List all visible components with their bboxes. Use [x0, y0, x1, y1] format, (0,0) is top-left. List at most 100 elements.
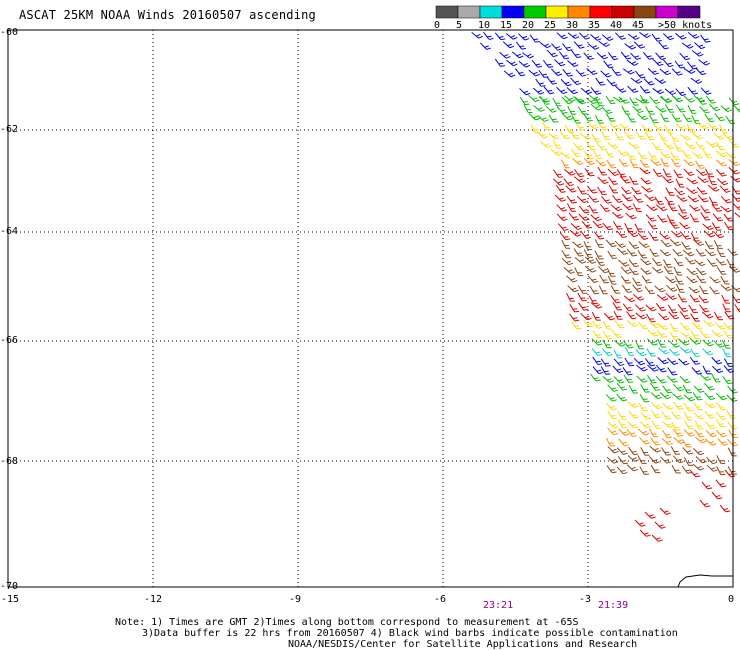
- wind-barb: [699, 499, 711, 508]
- wind-barb: [592, 320, 603, 329]
- wind-barb: [561, 96, 573, 105]
- wind-barb: [624, 357, 635, 367]
- wind-barb: [650, 464, 661, 474]
- wind-barb: [675, 88, 687, 96]
- wind-barb: [655, 375, 667, 384]
- wind-barb: [697, 194, 709, 203]
- wind-barb: [630, 52, 642, 60]
- wind-barb: [639, 393, 650, 403]
- wind-barb: [695, 67, 707, 76]
- wind-barb: [546, 49, 558, 58]
- wind-barb: [649, 445, 661, 453]
- lat-label: -68: [0, 456, 19, 467]
- wind-barb: [705, 421, 716, 429]
- wind-barb: [712, 230, 725, 239]
- pass-time: 21:39: [598, 600, 629, 611]
- wind-barb: [702, 311, 714, 319]
- wind-barb: [699, 304, 710, 313]
- wind-barb: [639, 436, 650, 445]
- wind-barb: [620, 275, 632, 284]
- wind-barb: [641, 185, 653, 193]
- wind-barb: [678, 358, 690, 366]
- wind-barb: [663, 259, 673, 268]
- wind-barb: [590, 214, 602, 222]
- wind-barb: [598, 285, 608, 295]
- wind-barb: [646, 313, 656, 323]
- wind-barb: [616, 382, 628, 391]
- wind-barb: [728, 167, 740, 175]
- wind-barb: [679, 222, 691, 230]
- wind-barb: [568, 212, 580, 221]
- wind-barb: [688, 304, 698, 314]
- wind-barb: [725, 151, 737, 159]
- wind-barb: [528, 69, 540, 77]
- wind-barb: [599, 274, 609, 284]
- wind-barb: [644, 511, 656, 519]
- wind-barb: [715, 169, 727, 177]
- wind-barb: [661, 438, 673, 446]
- wind-barb: [689, 469, 701, 478]
- wind-barb: [589, 285, 599, 295]
- wind-barb: [711, 356, 723, 365]
- wind-barb: [671, 113, 682, 123]
- wind-barb: [671, 464, 681, 474]
- wind-barb: [726, 410, 736, 419]
- wind-barb: [565, 185, 577, 193]
- wind-barb: [639, 31, 651, 38]
- wind-barb: [695, 141, 706, 150]
- wind-barb: [586, 141, 596, 150]
- wind-barb: [609, 122, 621, 130]
- wind-barb: [594, 114, 604, 124]
- wind-barb: [628, 141, 640, 149]
- map-title: ASCAT 25KM NOAA Winds 20160507 ascending: [19, 8, 316, 22]
- wind-barb: [660, 95, 672, 104]
- wind-barb: [721, 294, 731, 304]
- plot-frame: [7, 29, 734, 588]
- wind-barb: [471, 31, 483, 39]
- wind-barb: [673, 401, 684, 410]
- wind-barb: [639, 167, 651, 175]
- wind-barb: [659, 232, 671, 240]
- wind-barb: [575, 122, 586, 131]
- wind-barb: [623, 374, 634, 383]
- wind-barb: [646, 348, 657, 357]
- wind-barb: [580, 230, 591, 239]
- wind-barb: [665, 292, 677, 300]
- wind-barb: [709, 286, 720, 295]
- wind-barb: [659, 249, 672, 257]
- wind-barb: [660, 239, 672, 248]
- wind-barb: [707, 122, 719, 130]
- wind-barb: [575, 69, 587, 77]
- wind-barb: [632, 277, 642, 286]
- wind-barb: [614, 131, 625, 141]
- wind-barb: [567, 32, 580, 39]
- wind-barb: [561, 250, 572, 259]
- wind-barb: [640, 411, 652, 420]
- wind-barb: [660, 157, 670, 167]
- wind-barb: [715, 479, 727, 488]
- wind-barb: [661, 447, 671, 456]
- wind-barb: [564, 124, 575, 134]
- wind-barb: [640, 384, 650, 393]
- wind-barb: [579, 132, 592, 140]
- wind-barb: [662, 176, 674, 184]
- wind-barb: [672, 383, 684, 392]
- wind-barb: [571, 50, 582, 59]
- wind-barb: [717, 437, 728, 446]
- wind-barb: [620, 186, 632, 195]
- wind-barb: [584, 265, 597, 273]
- wind-barb: [612, 302, 623, 311]
- wind-barb: [559, 130, 570, 140]
- wind-barb: [577, 186, 587, 195]
- wind-barb: [634, 304, 646, 312]
- wind-barb: [705, 429, 717, 438]
- wind-barb: [689, 204, 701, 212]
- wind-barb: [594, 239, 604, 248]
- wind-barb: [590, 103, 602, 111]
- wind-barb: [682, 113, 693, 122]
- wind-barb: [624, 347, 635, 356]
- wind-barb: [654, 285, 666, 293]
- colorbar-swatch: [523, 5, 547, 19]
- wind-barb: [605, 239, 617, 248]
- wind-barb: [657, 338, 667, 348]
